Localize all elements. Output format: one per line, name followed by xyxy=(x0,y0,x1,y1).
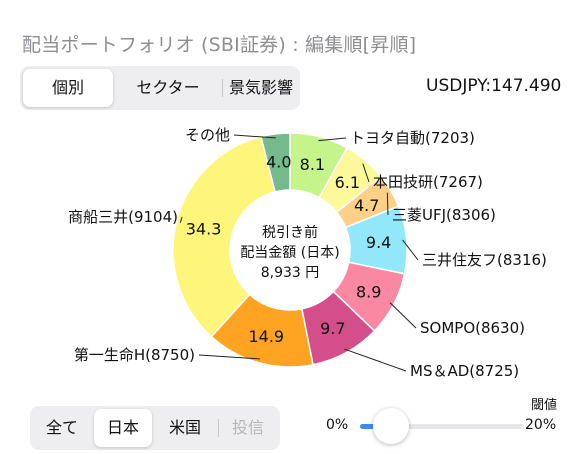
threshold-slider-thumb[interactable] xyxy=(373,408,409,444)
value-label-dai-ichi: 14.9 xyxy=(248,327,284,346)
tab-all[interactable]: 全て xyxy=(45,418,78,437)
leader-line-honda xyxy=(362,163,370,183)
category-label-mol: 商船三井(9104) xyxy=(68,208,178,226)
category-label-mufg: 三菱UFJ(8306) xyxy=(392,206,496,224)
value-label-mol: 34.3 xyxy=(186,220,222,239)
tab-japan[interactable]: 日本 xyxy=(94,409,152,447)
category-label-dai-ichi: 第一生命H(8750) xyxy=(74,346,195,364)
fx-rate: USDJPY:147.490 xyxy=(426,76,562,96)
donut-hole xyxy=(230,190,350,310)
tab-economic-impact[interactable]: 景気影響 xyxy=(228,78,293,97)
leader-line-mufg xyxy=(386,192,389,216)
view-segmented-control: 個別 セクター 景気影響 xyxy=(20,66,300,110)
category-label-other: その他 xyxy=(185,126,230,144)
threshold-slider-track[interactable] xyxy=(360,424,524,429)
center-label-3: 8,933 円 xyxy=(261,265,320,281)
threshold-label: 閾値 xyxy=(531,398,558,413)
value-label-mufg: 4.7 xyxy=(354,196,379,215)
leader-line-dai-ichi xyxy=(198,354,260,360)
value-label-msad: 9.7 xyxy=(320,319,345,338)
tab-us[interactable]: 米国 xyxy=(168,418,201,437)
leader-line-msad xyxy=(344,348,407,372)
slider-max-label: 20% xyxy=(525,417,557,433)
category-label-msad: MS＆AD(8725) xyxy=(410,362,519,380)
dividend-donut-chart: 8.1 6.1 4.7 9.4 8.9 9.7 14.9 34.3 4.0 トヨタ自動(7203… xyxy=(68,126,547,380)
segment-divider xyxy=(218,419,219,437)
tab-sector[interactable]: セクター xyxy=(136,78,200,97)
tab-individual[interactable]: 個別 xyxy=(23,69,113,107)
leader-line-other xyxy=(233,134,276,139)
category-label-toyota: トヨタ自動(7203) xyxy=(350,129,475,147)
market-segmented-control: 全て 日本 米国 投信 xyxy=(30,406,280,450)
tab-investment-trust[interactable]: 投信 xyxy=(231,418,264,437)
value-label-honda: 6.1 xyxy=(335,173,360,192)
leader-line-smfg xyxy=(402,239,419,261)
segment-divider xyxy=(222,79,223,97)
category-label-smfg: 三井住友フ(8316) xyxy=(422,251,547,269)
leader-line-toyota xyxy=(318,137,347,142)
slider-min-label: 0% xyxy=(326,417,349,433)
leader-line-mol xyxy=(179,216,183,223)
category-label-sompo: SOMPO(8630) xyxy=(420,319,525,337)
value-label-sompo: 8.9 xyxy=(356,282,381,301)
category-label-honda: 本田技研(7267) xyxy=(373,173,483,191)
value-label-toyota: 8.1 xyxy=(300,155,325,174)
leader-line-sompo xyxy=(389,302,417,329)
center-label-2: 配当金額 (日本) xyxy=(240,245,339,261)
threshold-slider-fill xyxy=(360,424,378,429)
center-label-1: 税引き前 xyxy=(262,224,318,241)
page-title: 配当ポートフォリオ (SBI証券) : 編集順[昇順] xyxy=(22,34,417,56)
value-label-smfg: 9.4 xyxy=(366,233,391,252)
value-label-other: 4.0 xyxy=(266,153,291,172)
